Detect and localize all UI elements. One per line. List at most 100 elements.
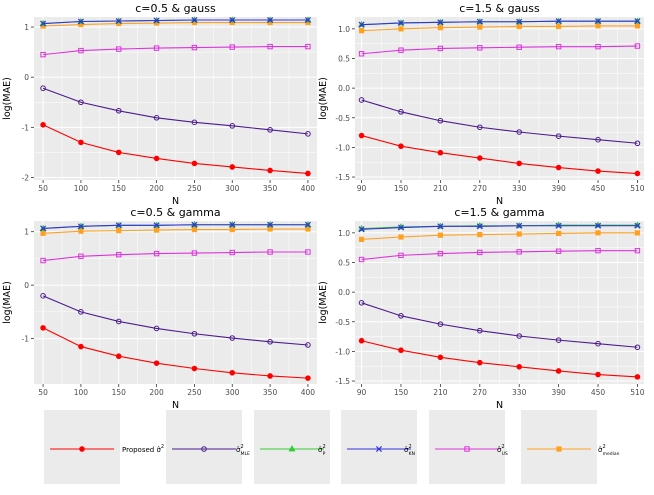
data-point-median: [595, 230, 601, 236]
data-point-proposed: [115, 353, 122, 360]
data-point-mle: [595, 340, 601, 347]
data-point-kn: [229, 16, 236, 24]
series-line-proposed: [361, 135, 638, 175]
data-point-us: [398, 252, 404, 259]
data-point-mle: [305, 342, 311, 348]
chart-title: c=1.5 & gauss: [459, 2, 540, 15]
data-point-kn: [191, 16, 198, 24]
legend-key-marker: [79, 446, 85, 452]
series-mle: [40, 293, 311, 348]
data-point-mle: [476, 327, 483, 334]
x-tick-label: 100: [74, 388, 89, 397]
data-point-median: [634, 23, 641, 29]
data-point-kn: [40, 225, 47, 232]
x-tick-label: 270: [473, 388, 488, 397]
data-point-mle: [153, 115, 160, 121]
y-axis-label: log(MAE): [318, 281, 329, 324]
series-us: [358, 247, 641, 263]
data-point-mle: [437, 117, 444, 124]
series-median: [40, 226, 311, 236]
series-mle: [358, 97, 641, 147]
data-point-proposed: [516, 364, 523, 370]
data-point-median: [477, 232, 483, 238]
legend-key-background: [341, 410, 417, 484]
y-tick-label: -1.0: [335, 143, 350, 152]
x-tick-label: 200: [149, 184, 164, 193]
data-point-kn: [77, 18, 84, 25]
series-kn: [358, 18, 641, 28]
data-point-kn: [516, 18, 523, 25]
x-tick-label: 150: [112, 388, 127, 397]
data-point-mle: [516, 129, 523, 135]
data-point-kn: [267, 16, 274, 24]
series-line-kn: [361, 20, 638, 26]
x-tick-label: 300: [225, 184, 240, 193]
data-point-kn: [555, 222, 562, 229]
data-point-proposed: [398, 143, 404, 150]
data-point-mle: [398, 313, 404, 319]
chart-panel: -1.5 -1.0 -0.5 0.0 0.5 1.0 90 150 210 270 330 390 45…: [318, 2, 645, 207]
y-axis-label: log(MAE): [318, 77, 329, 120]
data-point-kn: [267, 221, 274, 228]
x-tick-label: 450: [591, 388, 606, 397]
series-us: [358, 43, 641, 57]
x-axis-label: N: [496, 196, 503, 207]
data-point-us: [229, 44, 235, 50]
x-tick-label: 50: [38, 184, 48, 193]
data-point-kn: [634, 18, 641, 25]
series-line-mle: [361, 99, 638, 144]
data-point-us: [516, 44, 522, 50]
y-tick-label: -1: [22, 335, 30, 344]
series-kn: [40, 221, 311, 232]
y-tick-label: 0.5: [338, 54, 350, 63]
data-point-us: [191, 250, 198, 256]
data-point-median: [437, 232, 443, 238]
y-tick-label: 0: [24, 73, 29, 82]
chart-title: c=0.5 & gamma: [130, 206, 220, 219]
data-point-proposed: [305, 170, 311, 177]
x-axis-label: N: [496, 400, 503, 411]
series-us: [40, 43, 311, 58]
x-tick-label: 200: [149, 388, 164, 397]
y-tick-label: -2: [22, 173, 30, 182]
data-point-us: [595, 43, 601, 50]
data-point-mle: [229, 123, 236, 129]
legend-key-marker: [464, 446, 470, 452]
data-point-kn: [358, 21, 365, 28]
data-point-kn: [437, 223, 444, 230]
data-point-median: [116, 228, 122, 234]
y-tick-label: 0.0: [338, 288, 350, 297]
x-tick-label: 390: [551, 388, 566, 397]
x-tick-label: 210: [433, 184, 448, 193]
data-point-mle: [634, 344, 641, 351]
data-point-mle: [555, 133, 562, 139]
x-tick-label: 150: [394, 184, 409, 193]
data-point-median: [398, 26, 404, 32]
data-point-mle: [358, 299, 365, 306]
legend-label: σ̂2 KN: [404, 444, 415, 457]
data-point-proposed: [595, 168, 601, 174]
data-point-proposed: [358, 132, 365, 139]
data-point-median: [516, 23, 522, 30]
data-point-median: [305, 226, 311, 232]
y-axis-label: log(MAE): [2, 281, 13, 324]
data-point-median: [595, 23, 601, 29]
series-line-median: [361, 232, 638, 240]
x-tick-label: 100: [74, 184, 89, 193]
data-point-proposed: [229, 369, 236, 376]
data-point-proposed: [634, 170, 641, 177]
data-point-proposed: [229, 164, 236, 170]
x-axis-label: N: [172, 400, 179, 411]
chart-title: c=0.5 & gauss: [135, 2, 216, 15]
chart-panel: -1.5 -1.0 -0.5 0.0 0.5 1.0 90 150 210 270 330 390 45…: [318, 206, 645, 411]
y-tick-label: 0: [24, 281, 29, 290]
data-point-us: [477, 249, 483, 256]
x-tick-label: 450: [591, 184, 606, 193]
legend-item-kn: σ̂2 KN: [341, 410, 417, 484]
legend-label: σ̂2 US: [497, 444, 508, 457]
x-tick-label: 50: [38, 388, 48, 397]
data-point-kn: [115, 17, 122, 25]
x-tick-label: 330: [512, 184, 527, 193]
data-point-kn: [77, 223, 84, 230]
